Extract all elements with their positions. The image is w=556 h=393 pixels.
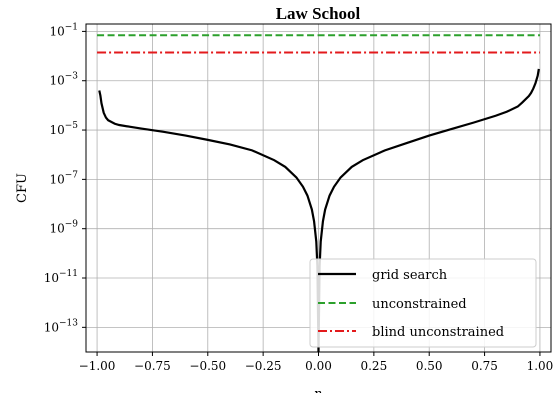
- y-axis-label: CFU: [15, 173, 30, 203]
- x-tick-label: 0.25: [360, 359, 387, 373]
- y-axis: 10−1 10−3 10−5 10−7 10−9 10−11 10−13: [44, 22, 86, 334]
- legend-box: [309, 258, 537, 348]
- y-tick-label: 10−5: [49, 121, 78, 137]
- y-tick-label: 10−9: [49, 220, 78, 236]
- chart-title: Law School: [276, 4, 361, 23]
- x-tick-label: 1.00: [527, 359, 554, 373]
- x-tick-label: 0.75: [471, 359, 498, 373]
- y-tick-label: 10−1: [49, 22, 78, 38]
- x-tick-label: −0.25: [245, 359, 282, 373]
- legend-label-unconstrained: unconstrained: [372, 297, 467, 312]
- x-tick-label: 0.00: [305, 359, 332, 373]
- y-tick-label: 10−11: [44, 269, 78, 285]
- y-tick-label: 10−3: [49, 72, 78, 88]
- legend: grid search unconstrained blind unconstr…: [309, 258, 537, 348]
- legend-label-blind-unconstrained: blind unconstrained: [372, 325, 504, 340]
- x-tick-label: −0.50: [189, 359, 226, 373]
- x-tick-label: 0.50: [416, 359, 443, 373]
- y-tick-label: 10−13: [44, 318, 79, 334]
- x-tick-label: −0.75: [134, 359, 171, 373]
- x-axis: −1.00 −0.75 −0.50 −0.25 0.00 0.25 0.50 0.75 1.00: [79, 352, 554, 373]
- legend-label-grid-search: grid search: [372, 268, 448, 283]
- y-tick-label: 10−7: [49, 170, 78, 186]
- x-axis-label: n: [314, 387, 322, 393]
- x-tick-label: −1.00: [79, 359, 116, 373]
